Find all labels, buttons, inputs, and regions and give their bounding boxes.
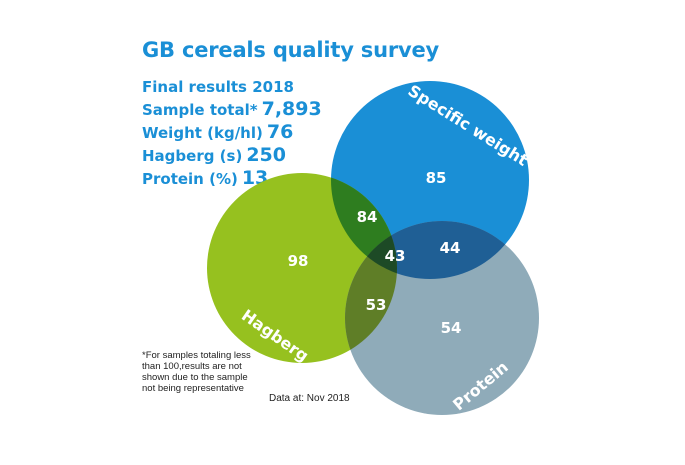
sample-total-row: Sample total* 7,893	[142, 98, 322, 121]
protein-label: Protein (%)	[142, 170, 238, 188]
protein-only-count: 54	[441, 319, 462, 337]
hagberg-only-count: 98	[288, 252, 309, 270]
weight-row: Weight (kg/hl) 76	[142, 121, 322, 144]
all-three-count: 43	[385, 247, 406, 265]
hagberg-specific-weight-count: 84	[357, 208, 378, 226]
final-results-label: Final results 2018	[142, 78, 294, 96]
hagberg-specific-weight-overlap	[331, 173, 397, 279]
data-date: Data at: Nov 2018	[269, 393, 350, 404]
all-three-overlap	[345, 221, 397, 279]
weight-label: Weight (kg/hl)	[142, 124, 263, 142]
final-results-row: Final results 2018	[142, 75, 322, 98]
hagberg-label: Hagberg (s)	[142, 147, 243, 165]
specific-weight-only-count: 85	[426, 169, 447, 187]
page-title: GB cereals quality survey	[142, 38, 440, 62]
sample-total-label: Sample total*	[142, 101, 258, 119]
footnote: *For samples totaling less than 100,resu…	[142, 350, 251, 394]
hagberg-value: 250	[246, 144, 286, 166]
hagberg-row: Hagberg (s) 250	[142, 144, 322, 167]
weight-value: 76	[266, 121, 294, 143]
sample-total-value: 7,893	[261, 98, 322, 120]
stats-panel: Final results 2018 Sample total* 7,893 We…	[142, 75, 322, 190]
specific-weight-protein-count: 44	[440, 239, 461, 257]
hagberg-protein-count: 53	[366, 296, 387, 314]
